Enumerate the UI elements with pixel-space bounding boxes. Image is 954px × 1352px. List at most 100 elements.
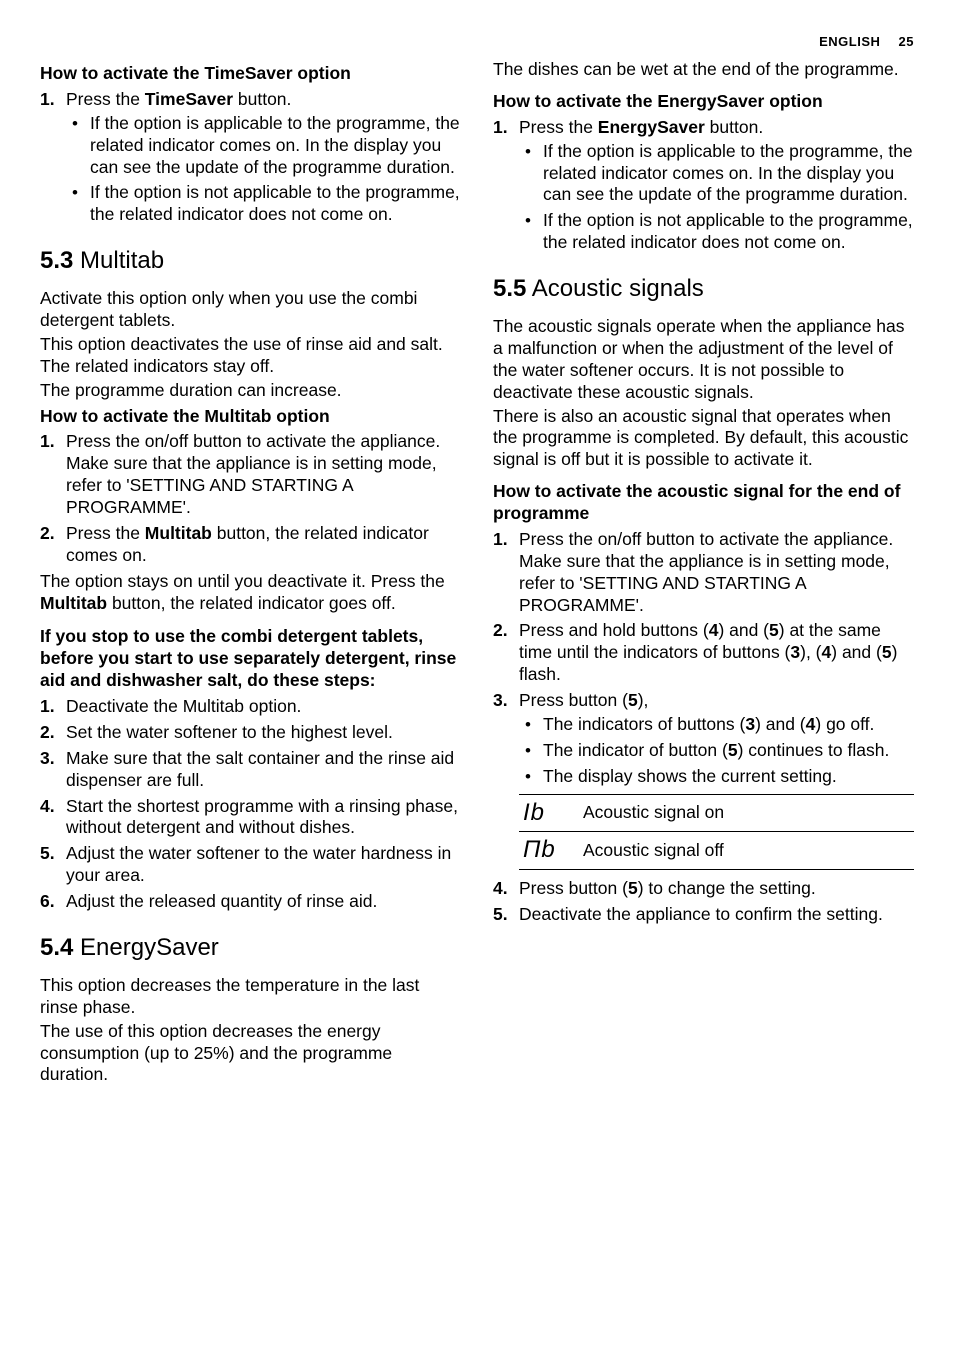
left-column: How to activate the TimeSaver option Pre…	[40, 59, 461, 1088]
paragraph: The option stays on until you deactivate…	[40, 571, 461, 615]
bullet-list: If the option is applicable to the progr…	[519, 141, 914, 254]
text: Press button (	[519, 878, 628, 898]
button-ref: 5	[769, 620, 779, 640]
list-item: Adjust the released quantity of rinse ai…	[40, 891, 461, 913]
table-row: Пb Acoustic signal off	[519, 832, 914, 870]
list-item: Start the shortest programme with a rins…	[40, 796, 461, 840]
list-item: Press button (5) to change the setting.	[493, 878, 914, 900]
bullet-list: The indicators of buttons (3) and (4) go…	[519, 714, 914, 788]
signal-on-label: Acoustic signal on	[579, 794, 914, 832]
signal-on-icon: Ib	[519, 794, 579, 832]
table-row: Ib Acoustic signal on	[519, 794, 914, 832]
signal-off-icon: Пb	[519, 832, 579, 870]
signal-off-label: Acoustic signal off	[579, 832, 914, 870]
section-number: 5.4	[40, 934, 73, 961]
text: ) and (	[718, 620, 769, 640]
paragraph: The acoustic signals operate when the ap…	[493, 316, 914, 404]
text: ) continues to flash.	[738, 740, 890, 760]
text: ),	[638, 690, 649, 710]
list-item: The display shows the current setting.	[523, 766, 914, 788]
text: ) go off.	[815, 714, 874, 734]
paragraph: This option decreases the temperature in…	[40, 975, 461, 1019]
list-item: Press the TimeSaver button. If the optio…	[40, 89, 461, 226]
button-ref: 5	[728, 740, 738, 760]
paragraph: This option deactivates the use of rinse…	[40, 334, 461, 378]
section-heading-54: 5.4 EnergySaver	[40, 933, 461, 963]
section-title: EnergySaver	[73, 934, 218, 961]
list-item: If the option is applicable to the progr…	[70, 113, 461, 179]
section-heading-53: 5.3 Multitab	[40, 246, 461, 276]
paragraph: The programme duration can increase.	[40, 380, 461, 402]
text: The indicators of buttons (	[543, 714, 745, 734]
button-ref: 5	[628, 690, 638, 710]
paragraph: There is also an acoustic signal that op…	[493, 406, 914, 472]
heading-acoustic: How to activate the acoustic signal for …	[493, 481, 914, 525]
section-heading-55: 5.5 Acoustic signals	[493, 274, 914, 304]
list-item: If the option is applicable to the progr…	[523, 141, 914, 207]
button-ref: 4	[822, 642, 832, 662]
section-number: 5.5	[493, 275, 526, 302]
multitab-steps: Press the on/off button to activate the …	[40, 431, 461, 566]
text: Press the	[66, 89, 145, 109]
paragraph: The use of this option decreases the ene…	[40, 1021, 461, 1087]
segment-display: Ib	[523, 799, 545, 826]
paragraph: Activate this option only when you use t…	[40, 288, 461, 332]
button-name: Multitab	[40, 593, 107, 613]
energysaver-steps: Press the EnergySaver button. If the opt…	[493, 117, 914, 254]
text: ) and (	[755, 714, 806, 734]
text: button, the related indicator goes off.	[107, 593, 396, 613]
button-name: EnergySaver	[598, 117, 705, 137]
list-item: The indicators of buttons (3) and (4) go…	[523, 714, 914, 736]
list-item: If the option is not applicable to the p…	[70, 182, 461, 226]
section-title: Multitab	[73, 247, 164, 274]
right-column: The dishes can be wet at the end of the …	[493, 59, 914, 1088]
button-ref: 5	[628, 878, 638, 898]
list-item: Press the EnergySaver button. If the opt…	[493, 117, 914, 254]
button-ref: 4	[709, 620, 719, 640]
button-ref: 3	[745, 714, 755, 734]
list-item: Adjust the water softener to the water h…	[40, 843, 461, 887]
text: Press button (	[519, 690, 628, 710]
language-label: ENGLISH	[819, 34, 880, 49]
acoustic-steps: Press the on/off button to activate the …	[493, 529, 914, 926]
text: Press and hold buttons (	[519, 620, 709, 640]
button-ref: 3	[790, 642, 800, 662]
text: ), (	[800, 642, 821, 662]
text: The indicator of button (	[543, 740, 728, 760]
heading-energysaver: How to activate the EnergySaver option	[493, 91, 914, 113]
text: ) to change the setting.	[638, 878, 816, 898]
list-item: Deactivate the appliance to confirm the …	[493, 904, 914, 926]
list-item: Set the water softener to the highest le…	[40, 722, 461, 744]
text: The option stays on until you deactivate…	[40, 571, 445, 591]
list-item: If the option is not applicable to the p…	[523, 210, 914, 254]
timesaver-steps: Press the TimeSaver button. If the optio…	[40, 89, 461, 226]
list-item: Deactivate the Multitab option.	[40, 696, 461, 718]
two-column-layout: How to activate the TimeSaver option Pre…	[40, 59, 914, 1088]
section-number: 5.3	[40, 247, 73, 274]
heading-multitab: How to activate the Multitab option	[40, 406, 461, 428]
text: Press the	[66, 523, 145, 543]
paragraph: The dishes can be wet at the end of the …	[493, 59, 914, 81]
text: button.	[233, 89, 291, 109]
heading-timesaver: How to activate the TimeSaver option	[40, 63, 461, 85]
page-number: 25	[899, 34, 914, 49]
button-ref: 5	[882, 642, 892, 662]
bullet-list: If the option is applicable to the progr…	[66, 113, 461, 226]
text: Press the	[519, 117, 598, 137]
page: ENGLISH 25 How to activate the TimeSaver…	[0, 0, 954, 1128]
segment-display: Пb	[523, 836, 556, 863]
section-title: Acoustic signals	[526, 275, 703, 302]
list-item: Press button (5), The indicators of butt…	[493, 690, 914, 870]
button-name: TimeSaver	[145, 89, 233, 109]
heading-stop-combi: If you stop to use the combi detergent t…	[40, 626, 461, 692]
stop-combi-steps: Deactivate the Multitab option. Set the …	[40, 696, 461, 913]
list-item: Make sure that the salt container and th…	[40, 748, 461, 792]
button-name: Multitab	[145, 523, 212, 543]
list-item: Press the Multitab button, the related i…	[40, 523, 461, 567]
list-item: Press and hold buttons (4) and (5) at th…	[493, 620, 914, 686]
list-item: Press the on/off button to activate the …	[493, 529, 914, 617]
text: button.	[705, 117, 763, 137]
list-item: Press the on/off button to activate the …	[40, 431, 461, 519]
button-ref: 4	[806, 714, 816, 734]
page-header: ENGLISH 25	[40, 34, 914, 49]
